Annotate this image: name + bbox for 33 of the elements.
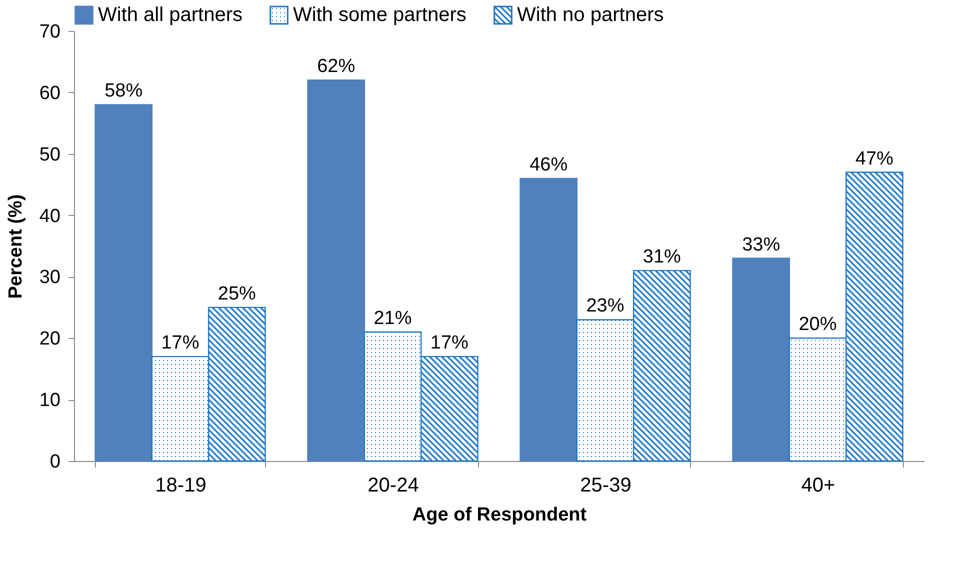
- data-label: 17%: [161, 332, 200, 354]
- data-label: 33%: [742, 234, 780, 256]
- bar: [94, 104, 153, 462]
- x-tick-label: 25-39: [580, 474, 632, 496]
- data-label: 31%: [642, 246, 682, 268]
- data-label: 25%: [218, 283, 256, 304]
- data-label: 17%: [430, 332, 469, 354]
- x-tick-label: 40+: [801, 474, 836, 496]
- y-axis-title: Percent (%): [5, 194, 26, 299]
- data-label: 20%: [798, 314, 837, 336]
- data-label: 58%: [104, 80, 143, 102]
- y-tick-label: 60: [39, 82, 60, 104]
- data-label: 23%: [586, 296, 624, 317]
- legend-label: With no partners: [517, 4, 664, 26]
- x-axis-title: Age of Respondent: [412, 504, 588, 526]
- y-tick-label: 30: [39, 267, 60, 288]
- x-tick-label: 18-19: [155, 474, 206, 496]
- data-label: 46%: [530, 154, 568, 176]
- data-label: 47%: [855, 148, 894, 170]
- bar: [520, 178, 578, 462]
- bar: [732, 258, 790, 462]
- data-label: 62%: [317, 56, 356, 78]
- legend-label: With all partners: [98, 4, 242, 26]
- y-tick-label: 20: [39, 328, 60, 350]
- y-tick-label: 0: [50, 452, 60, 472]
- x-tick-label: 20-24: [368, 474, 419, 496]
- y-tick-label: 50: [39, 144, 60, 166]
- y-tick-label: 70: [39, 22, 60, 42]
- legend-label: With some partners: [293, 4, 466, 26]
- data-label: 21%: [374, 308, 412, 329]
- y-tick-label: 10: [39, 390, 60, 412]
- y-tick-label: 40: [39, 206, 60, 227]
- bar: [307, 80, 366, 462]
